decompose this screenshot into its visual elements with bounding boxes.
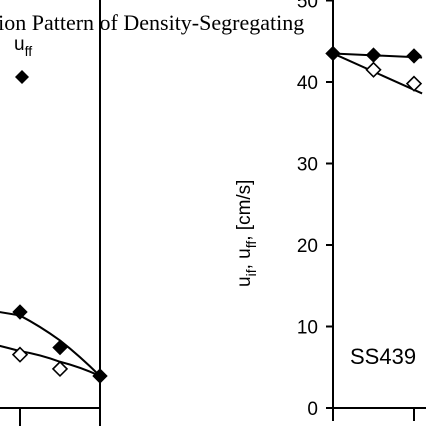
right-y-axis-label: uif, uff, [cm/s] xyxy=(234,180,259,287)
right-open-diamond-point xyxy=(405,75,423,92)
left-filled-diamond-point xyxy=(92,368,108,384)
left-panel: uff xyxy=(0,0,108,426)
left-fit-curves xyxy=(0,311,101,377)
right-filled-diamond-point xyxy=(325,45,341,62)
left-open-diamond-point xyxy=(51,360,69,378)
right-panel-annotation: SS439 xyxy=(350,344,416,369)
right-open-diamond-point xyxy=(365,61,382,78)
right-panel: 0 10 20 30 40 50 uif, uff, [cm/s] SS439 xyxy=(234,0,426,421)
left-data-points xyxy=(11,304,108,384)
right-filled-diamond-point xyxy=(406,48,422,64)
figure-title: tion Pattern of Density-Segregating xyxy=(0,10,304,35)
right-y-ticks: 0 10 20 30 40 50 xyxy=(297,0,333,420)
left-filled-diamond-point xyxy=(52,339,68,356)
left-fit-curve xyxy=(0,311,101,377)
left-legend-marker-icon xyxy=(15,70,29,84)
left-fit-curve xyxy=(0,344,101,377)
right-data-points xyxy=(325,45,423,92)
left-legend-label: uff xyxy=(14,34,32,59)
right-y-tick-label: 0 xyxy=(307,399,318,420)
right-y-tick-label: 50 xyxy=(297,0,318,13)
right-y-tick-label: 40 xyxy=(297,73,318,94)
right-filled-diamond-point xyxy=(365,47,382,63)
right-y-tick-label: 10 xyxy=(297,318,318,339)
left-filled-diamond-point xyxy=(12,304,28,320)
right-y-tick-label: 20 xyxy=(297,236,318,257)
right-y-tick-label: 30 xyxy=(297,155,318,176)
left-open-diamond-point xyxy=(11,346,29,363)
